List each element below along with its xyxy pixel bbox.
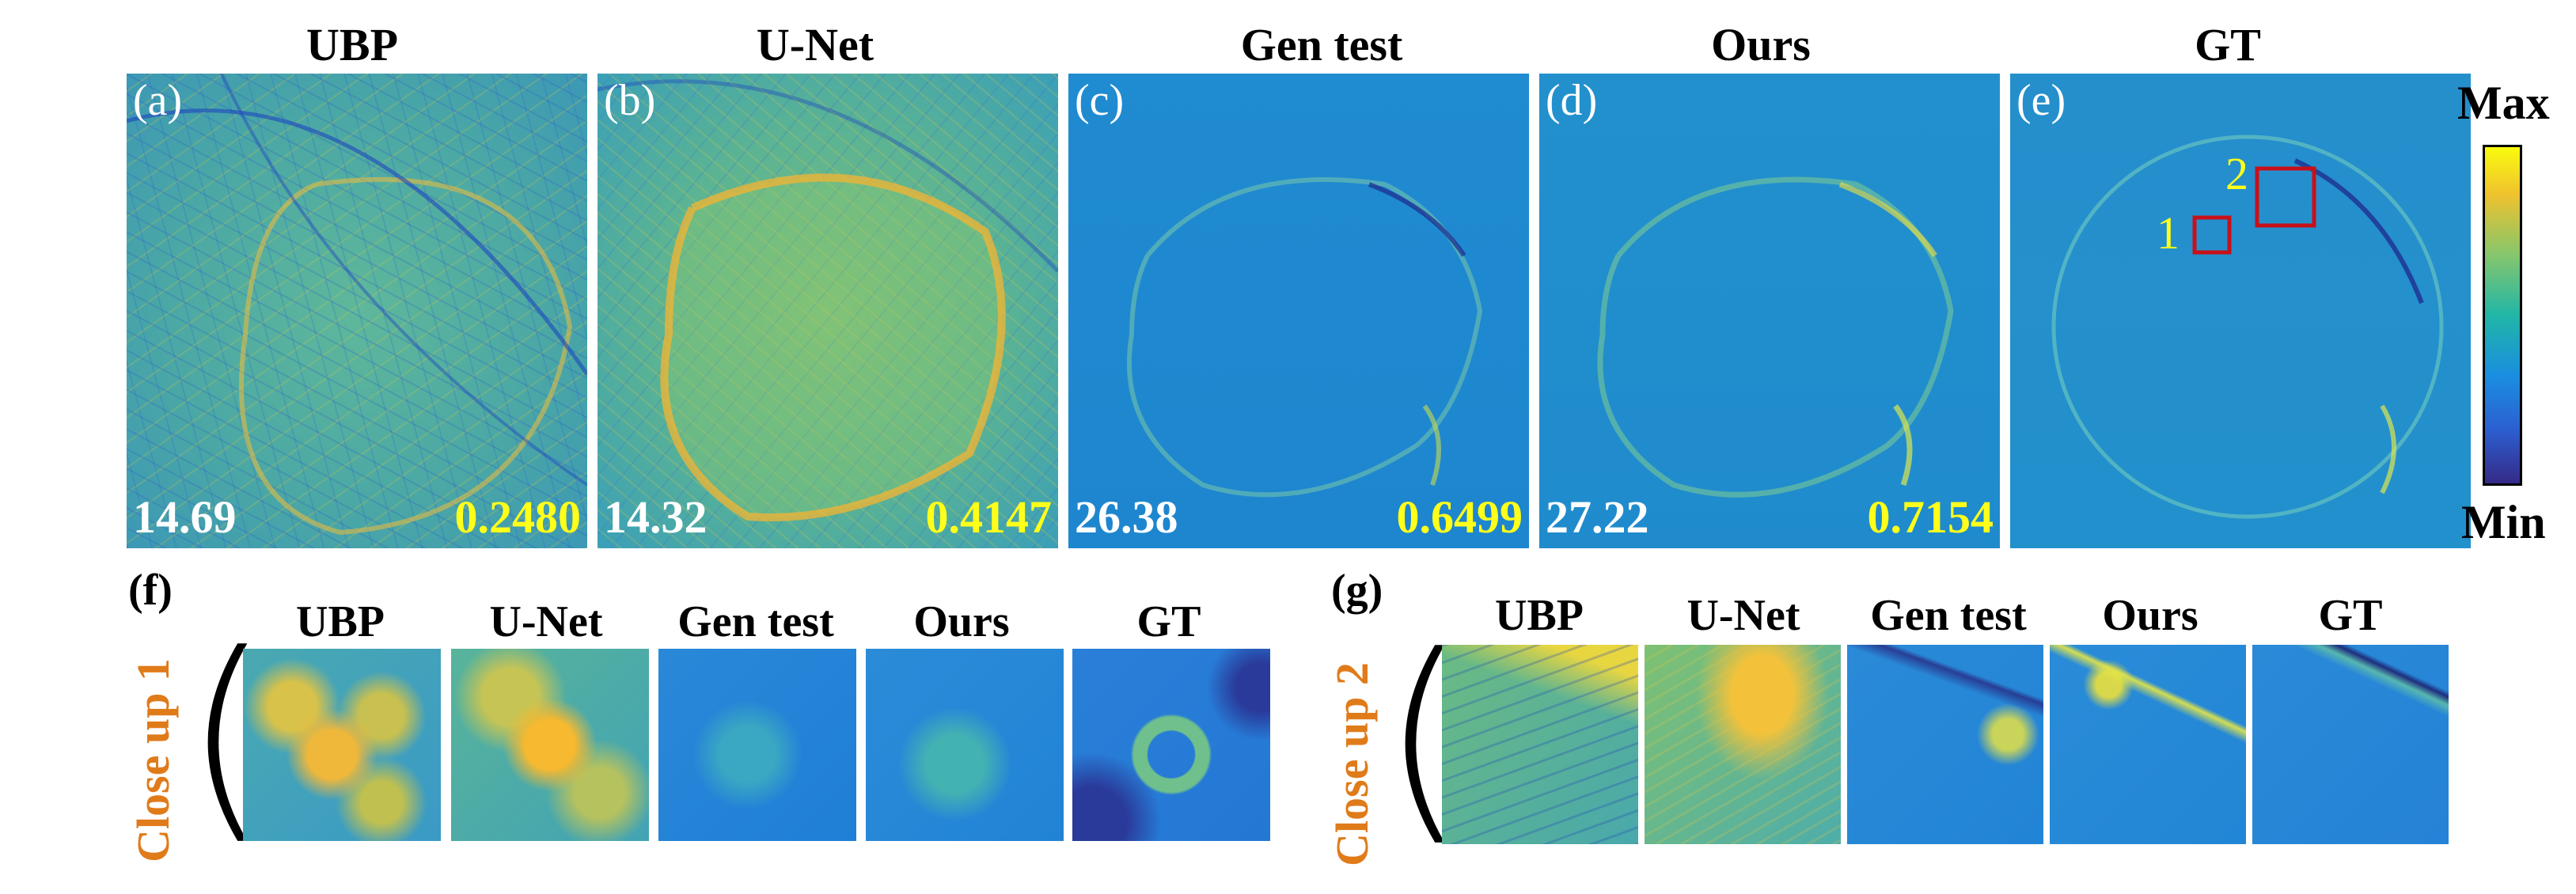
psnr-value: 14.69: [133, 491, 237, 543]
closeup2-ours: [2050, 645, 2246, 844]
colorbar-min-label: Min: [2461, 496, 2546, 548]
gt-structure: [2051, 134, 2444, 519]
closeup1-gt: [1072, 649, 1270, 841]
panel-title-gt: GT: [2195, 19, 2261, 70]
roi-box-1: [2192, 215, 2232, 255]
closeup1-ubp: [243, 649, 441, 841]
ssim-value: 0.2480: [454, 491, 582, 543]
ssim-value: 0.4147: [925, 491, 1053, 543]
panel-label-g: (g): [1331, 566, 1383, 615]
closeup2-unet: [1645, 645, 1841, 844]
psnr-value: 26.38: [1075, 491, 1178, 543]
roi-box-2: [2255, 166, 2316, 228]
unet-structure: [598, 79, 1058, 521]
closeup1-title-gen-test: Gen test: [677, 597, 834, 646]
closeup1-side-label: Close up 1: [127, 658, 179, 862]
panel-label-c: (c): [1075, 76, 1125, 125]
closeup2-title-unet: U-Net: [1686, 591, 1800, 640]
psnr-value: 14.32: [604, 491, 708, 543]
closeup2-gen-test: [1847, 645, 2043, 844]
panel-label-d: (d): [1546, 76, 1598, 125]
panel-title-ours: Ours: [1711, 19, 1811, 70]
panel-ours: (d) 27.22 0.7154: [1539, 74, 2000, 548]
ssim-value: 0.6499: [1396, 491, 1523, 543]
colorbar-max-label: Max: [2457, 77, 2550, 129]
closeup1-unet: [451, 649, 649, 841]
panel-title-ubp: UBP: [306, 19, 398, 70]
closeup2-title-ubp: UBP: [1495, 591, 1584, 640]
psnr-value: 27.22: [1546, 491, 1649, 543]
colorbar: [2483, 145, 2522, 486]
panel-ubp: (a) 14.69 0.2480: [127, 74, 587, 548]
panel-title-unet: U-Net: [756, 19, 874, 70]
closeup2-ubp: [1442, 645, 1638, 844]
panel-title-gen-test: Gen test: [1240, 19, 1403, 70]
closeup1-title-unet: U-Net: [489, 597, 603, 646]
panel-label-e: (e): [2016, 76, 2066, 125]
closeup2-title-gt: GT: [2318, 591, 2383, 640]
panel-label-f: (f): [128, 566, 173, 615]
panel-gt: 1 2 (e): [2010, 74, 2471, 548]
closeup1-title-gt: GT: [1136, 597, 1201, 646]
roi-label-1: 1: [2157, 207, 2180, 259]
closeup2-side-label: Close up 2: [1326, 662, 1378, 866]
panel-gen-test: (c) 26.38 0.6499: [1068, 74, 1529, 548]
closeup1-title-ours: Ours: [913, 597, 1010, 646]
roi-label-2: 2: [2225, 148, 2248, 199]
closeup2-title-gen-test: Gen test: [1870, 591, 2027, 640]
panel-label-a: (a): [133, 76, 183, 125]
closeup1-ours: [866, 649, 1064, 841]
ours-structure: [1597, 176, 1954, 498]
panel-unet: (b) 14.32 0.4147: [598, 74, 1058, 548]
closeup2-gt: [2252, 645, 2449, 844]
panel-label-b: (b): [604, 76, 656, 125]
closeup1-title-ubp: UBP: [296, 597, 385, 646]
closeup1-gen-test: [658, 649, 856, 841]
gen-test-structure: [1127, 177, 1483, 498]
ubp-structure: [127, 74, 587, 536]
ssim-value: 0.7154: [1867, 491, 1994, 543]
closeup2-title-ours: Ours: [2102, 591, 2199, 640]
